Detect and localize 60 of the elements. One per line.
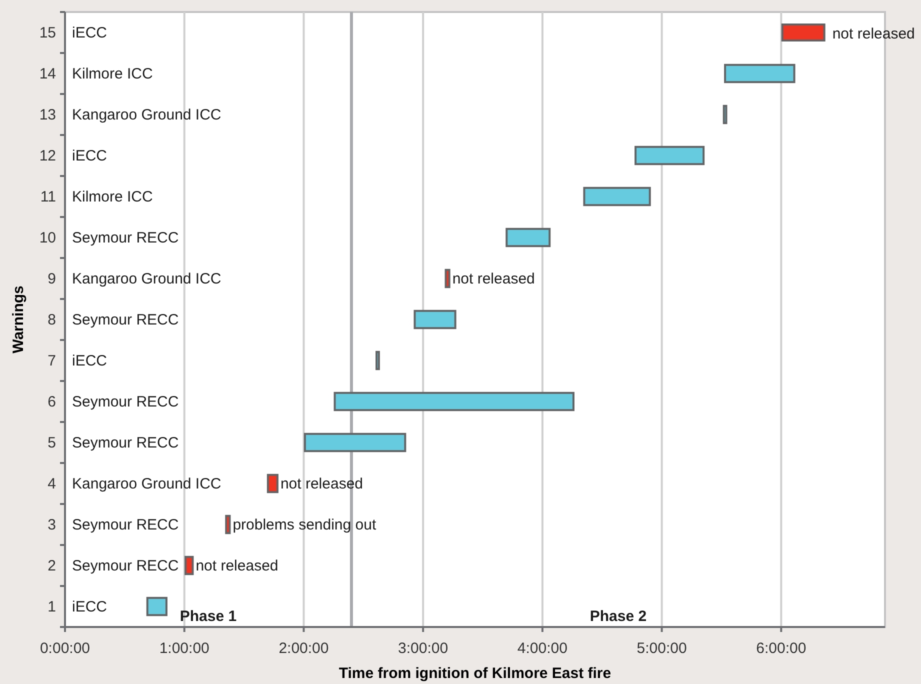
y-tick-label: 5 xyxy=(48,434,56,452)
annotation: Phase 1 xyxy=(180,608,237,625)
bar xyxy=(266,474,278,494)
annotation: iECC xyxy=(72,352,108,370)
y-tick-label: 9 xyxy=(48,270,56,288)
bar xyxy=(225,514,231,534)
y-tick-label: 6 xyxy=(48,394,56,410)
y-tick-label: 4 xyxy=(48,476,56,492)
annotation: Seymour RECC xyxy=(72,230,179,246)
x-tick-label: 5:00:00 xyxy=(636,640,687,657)
bar xyxy=(724,64,796,84)
y-tick-label: 14 xyxy=(39,66,56,82)
annotation: Kilmore ICC xyxy=(72,66,154,82)
bar xyxy=(146,596,168,616)
annotation: Seymour RECC xyxy=(72,394,179,410)
annotation: Kangaroo Ground ICC xyxy=(72,270,222,288)
y-tick-label: 2 xyxy=(48,558,56,574)
annotation: Seymour RECC xyxy=(72,516,179,534)
annotation: Phase 2 xyxy=(590,608,647,625)
bar xyxy=(506,228,551,248)
y-tick-label: 3 xyxy=(48,516,56,534)
annotation: not released xyxy=(280,476,364,492)
x-tick-label: 1:00:00 xyxy=(159,640,210,657)
legend-label: not released xyxy=(832,26,915,42)
y-axis-title: Warnings xyxy=(10,286,27,354)
y-tick-label: 1 xyxy=(48,598,56,616)
y-tick-label: 13 xyxy=(39,106,56,124)
y-tick-label: 8 xyxy=(48,312,56,328)
x-tick-label: 4:00:00 xyxy=(517,640,568,657)
bar xyxy=(444,268,450,288)
bar xyxy=(304,432,406,452)
annotation: iECC xyxy=(72,598,108,616)
x-tick-label: 0:00:00 xyxy=(40,640,90,657)
bar xyxy=(414,310,456,330)
bar xyxy=(583,186,651,206)
bar xyxy=(334,392,574,412)
annotation: Seymour RECC xyxy=(72,312,179,328)
bar xyxy=(376,350,380,370)
annotation: not released xyxy=(196,558,278,574)
x-tick-label: 6:00:00 xyxy=(756,640,806,657)
x-tick-label: 2:00:00 xyxy=(278,640,329,657)
x-axis-title: Time from ignition of Kilmore East fire xyxy=(338,665,612,682)
annotation: Seymour RECC xyxy=(72,434,179,452)
annotation: Kangaroo Ground ICC xyxy=(72,106,222,124)
y-tick-label: 7 xyxy=(48,352,56,370)
x-tick-label: 3:00:00 xyxy=(398,640,448,657)
annotation: Seymour RECC xyxy=(72,558,179,574)
annotation: Kilmore ICC xyxy=(72,188,154,206)
y-tick-label: 11 xyxy=(40,188,56,206)
y-tick-label: 10 xyxy=(39,230,56,246)
bar xyxy=(722,104,728,124)
y-tick-label: 12 xyxy=(39,148,56,164)
bar xyxy=(184,556,194,576)
annotation: problems sending out xyxy=(232,516,377,534)
annotation: iECC xyxy=(72,148,108,164)
y-tick-label: 15 xyxy=(39,24,56,42)
annotation: not released xyxy=(452,270,535,288)
bar xyxy=(634,146,705,166)
annotation: iECC xyxy=(72,24,108,42)
annotation: Kangaroo Ground ICC xyxy=(72,476,222,492)
